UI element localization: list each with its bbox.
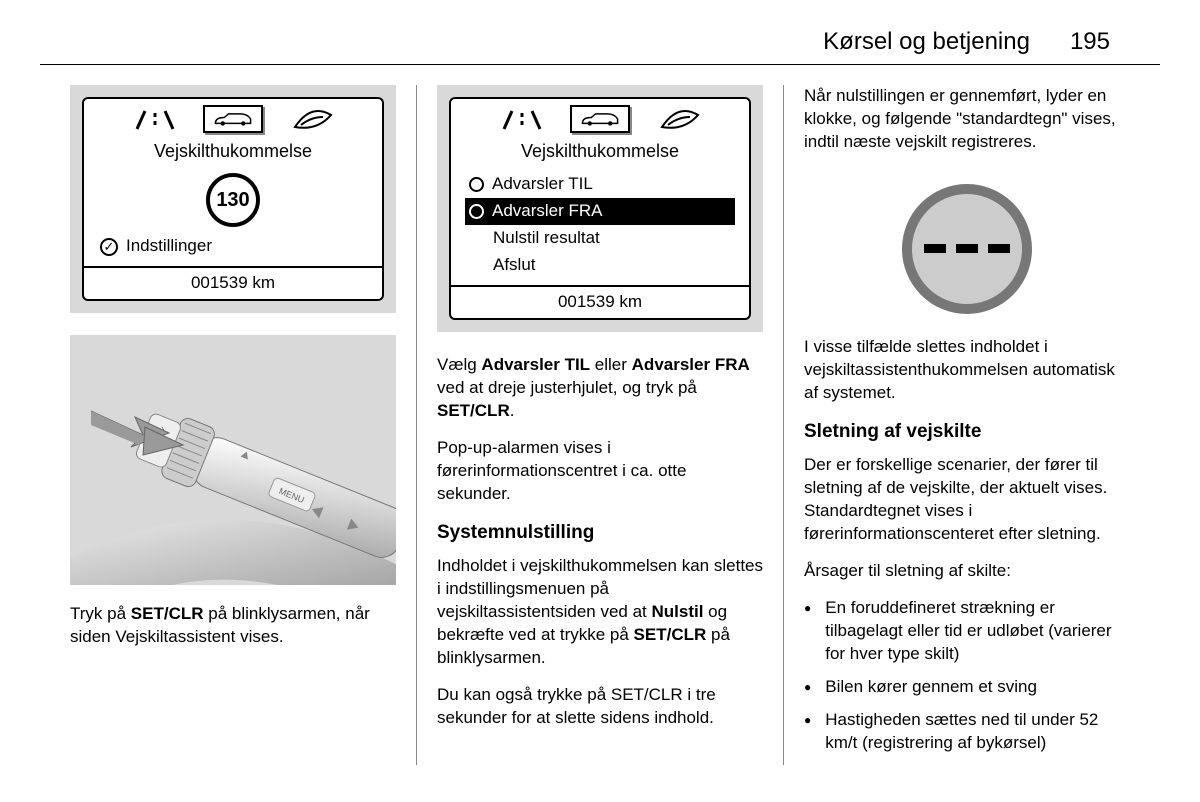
- heading-sign-deletion: Sletning af vejskilte: [804, 419, 1130, 445]
- reasons-list: En foruddefineret strækning er tilbagela…: [804, 597, 1130, 755]
- dash-icon: [988, 244, 1010, 253]
- heading-system-reset: Systemnulstilling: [437, 520, 763, 546]
- lane-icon: [492, 105, 552, 133]
- menu-item-label: Nulstil resultat: [493, 227, 600, 250]
- default-sign-figure: [804, 168, 1130, 336]
- settings-label: Indstillinger: [126, 235, 212, 258]
- menu-item: Afslut: [465, 252, 735, 279]
- screen-body: 130 ✓ Indstillinger: [84, 167, 382, 266]
- page-number: 195: [1070, 28, 1110, 56]
- column-3: Når nulstillingen er gennemført, lyder e…: [784, 85, 1150, 765]
- dashboard-display-1: Vejskilthukommelse 130 ✓ Indstillinger 0…: [82, 97, 384, 301]
- col2-paragraph-4: Du kan også trykke på SET/CLR i tre seku…: [437, 684, 763, 730]
- default-sign-icon: [902, 184, 1032, 314]
- page-header: Kørsel og betjening 195: [40, 0, 1160, 65]
- col3-paragraph-2: I visse tilfælde slettes indholdet i vej…: [804, 336, 1130, 405]
- odometer: 001539 km: [451, 285, 749, 318]
- odometer: 001539 km: [84, 266, 382, 299]
- screen-title: Vejskilthukommelse: [451, 135, 749, 167]
- list-item: En foruddefineret strækning er tilbagela…: [804, 597, 1130, 666]
- lane-icon: [125, 105, 185, 133]
- col2-paragraph-2: Pop-up-alarmen vises i førerinformations…: [437, 437, 763, 506]
- leaf-icon: [281, 105, 341, 133]
- col2-paragraph-3: Indholdet i vejskilthukommelsen kan slet…: [437, 555, 763, 670]
- menu-item-label: Advarsler FRA: [492, 200, 603, 223]
- settings-row: ✓ Indstillinger: [98, 233, 368, 260]
- col3-paragraph-4: Årsager til sletning af skilte:: [804, 560, 1130, 583]
- menu-item: Advarsler TIL: [465, 171, 735, 198]
- radio-icon: [469, 204, 484, 219]
- menu-item-label: Advarsler TIL: [492, 173, 593, 196]
- car-icon: [570, 105, 630, 133]
- check-icon: ✓: [100, 238, 118, 256]
- stalk-illustration: MENU SET/ CLR: [70, 335, 396, 585]
- column-1: Vejskilthukommelse 130 ✓ Indstillinger 0…: [50, 85, 417, 765]
- screen-title: Vejskilthukommelse: [84, 135, 382, 167]
- col3-paragraph-1: Når nulstillingen er gennemført, lyder e…: [804, 85, 1130, 154]
- menu-item: Advarsler FRA: [465, 198, 735, 225]
- col3-paragraph-3: Der er forskellige scenarier, der fører …: [804, 454, 1130, 546]
- car-icon: [203, 105, 263, 133]
- dash-icon: [924, 244, 946, 253]
- tab-row: [451, 99, 749, 135]
- dash-icon: [956, 244, 978, 253]
- radio-icon: [469, 177, 484, 192]
- col2-paragraph-1: Vælg Advarsler TIL eller Advarsler FRA v…: [437, 354, 763, 423]
- header-title: Kørsel og betjening: [823, 28, 1030, 56]
- tab-row: [84, 99, 382, 135]
- list-item: Bilen kører gennem et sving: [804, 676, 1130, 699]
- leaf-icon: [648, 105, 708, 133]
- display-screenshot-1: Vejskilthukommelse 130 ✓ Indstillinger 0…: [70, 85, 396, 313]
- speed-limit-sign: 130: [206, 173, 260, 227]
- menu-item-label: Afslut: [493, 254, 536, 277]
- menu-item: Nulstil resultat: [465, 225, 735, 252]
- column-2: Vejskilthukommelse Advarsler TILAdvarsle…: [417, 85, 784, 765]
- dashboard-display-2: Vejskilthukommelse Advarsler TILAdvarsle…: [449, 97, 751, 320]
- content-columns: Vejskilthukommelse 130 ✓ Indstillinger 0…: [0, 85, 1200, 765]
- list-item: Hastigheden sættes ned til under 52 km/t…: [804, 709, 1130, 755]
- display-screenshot-2: Vejskilthukommelse Advarsler TILAdvarsle…: [437, 85, 763, 332]
- col1-paragraph-1: Tryk på SET/CLR på blinklysarmen, når si…: [70, 603, 396, 649]
- menu-list: Advarsler TIL Advarsler FRA Nulstil result…: [451, 167, 749, 285]
